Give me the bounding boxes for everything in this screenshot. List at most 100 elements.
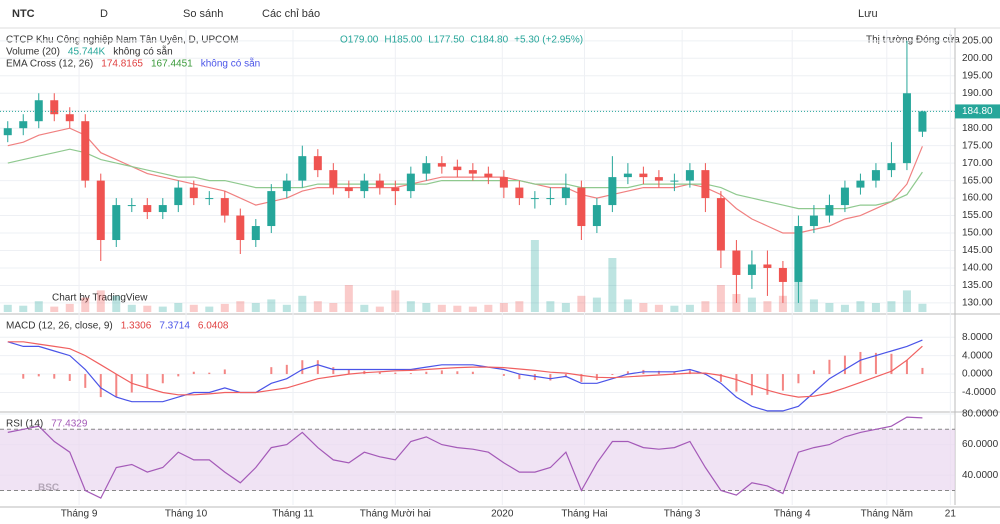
histogram-bar — [843, 355, 846, 375]
legend-text: 6.0408 — [198, 321, 229, 332]
volume-bar — [623, 299, 632, 312]
histogram-bar — [146, 374, 149, 388]
histogram-bar — [688, 370, 691, 375]
candle-body — [127, 205, 136, 207]
volume-bar — [422, 303, 431, 312]
volume-bar — [515, 301, 524, 312]
candle-body — [778, 267, 787, 282]
histogram-bar — [22, 374, 25, 379]
volume-bar — [112, 295, 121, 312]
volume-bar — [453, 305, 462, 312]
volume-bar — [670, 305, 679, 312]
volume-bar — [437, 304, 446, 312]
volume-bar — [360, 304, 369, 312]
legend-value: 77.4329 — [51, 419, 88, 430]
histogram-bar — [859, 351, 862, 375]
symbol[interactable]: NTC — [12, 8, 35, 20]
volume-bar — [329, 303, 338, 312]
y-tick-label: 155.00 — [962, 210, 993, 221]
compare-button[interactable]: So sánh — [183, 8, 223, 20]
volume-bar — [654, 304, 663, 312]
histogram-bar — [564, 374, 567, 378]
candle-body — [251, 226, 260, 241]
volume-bar — [918, 303, 927, 312]
y-tick-label: 150.00 — [962, 228, 993, 239]
volume-bar — [298, 295, 307, 312]
histogram-bar — [440, 370, 443, 375]
volume-bar — [391, 290, 400, 312]
histogram-bar — [673, 371, 676, 375]
last-price-tag — [955, 104, 1000, 119]
candle-body — [3, 128, 12, 136]
volume-bar — [96, 290, 105, 312]
candle-body — [608, 177, 617, 206]
candle-body — [65, 114, 74, 122]
y-tick-label: 180.00 — [962, 123, 993, 134]
x-tick-label: Tháng Hai — [561, 509, 607, 520]
candle-body — [639, 173, 648, 178]
histogram-bar — [270, 367, 273, 375]
volume-bar — [81, 297, 90, 312]
y-tick-label: 4.0000 — [962, 350, 993, 361]
x-tick-label: Tháng 9 — [61, 509, 98, 520]
candle-body — [34, 100, 43, 122]
candle-body — [422, 163, 431, 174]
volume-bar — [251, 303, 260, 312]
candle-body — [143, 205, 152, 213]
interval[interactable]: D — [100, 8, 108, 20]
candle-body — [391, 187, 400, 192]
histogram-bar — [518, 374, 521, 380]
candle-body — [453, 166, 462, 171]
indicator-line — [7, 339, 923, 412]
histogram-bar — [53, 374, 56, 379]
histogram-bar — [394, 372, 397, 375]
legend-text: 167.4451 — [151, 59, 193, 70]
volume-bar — [747, 297, 756, 312]
candle-body — [856, 180, 865, 188]
histogram-bar — [781, 374, 784, 391]
y-tick-label: 8.0000 — [962, 332, 993, 343]
legend-text: RSI (14) — [6, 419, 43, 430]
indicator-line — [7, 127, 923, 234]
candle-body — [236, 215, 245, 241]
volume-bar — [50, 306, 59, 312]
histogram-bar — [766, 374, 769, 395]
candle-body — [716, 198, 725, 251]
save-button[interactable]: Lưu — [858, 8, 878, 20]
y-tick-label: 135.00 — [962, 280, 993, 291]
candle-body — [670, 180, 679, 182]
candle-body — [840, 187, 849, 206]
y-tick-label: 190.00 — [962, 88, 993, 99]
volume-bar — [267, 299, 276, 312]
volume-bar — [732, 294, 741, 312]
histogram-bar — [68, 374, 71, 381]
histogram-bar — [161, 374, 164, 384]
histogram-bar — [115, 374, 118, 398]
indicators-button[interactable]: Các chỉ báo — [262, 8, 320, 20]
x-tick-label: Tháng 10 — [165, 509, 208, 520]
volume-bar — [701, 301, 710, 312]
ohlc-value: H185.00 — [384, 35, 422, 46]
volume-bar — [499, 303, 508, 312]
candle-body — [825, 205, 834, 216]
ohlc-value: +5.30 (+2.95%) — [514, 35, 583, 46]
volume-bar — [189, 304, 198, 312]
y-tick-label: 130.00 — [962, 298, 993, 309]
histogram-bar — [409, 373, 412, 375]
histogram-bar — [84, 374, 87, 388]
candle-body — [530, 198, 539, 200]
candle-body — [360, 180, 369, 192]
ohlc-value: L177.50 — [428, 35, 465, 46]
candle-body — [437, 163, 446, 167]
candle-body — [685, 170, 694, 181]
y-tick-label: 140.00 — [962, 263, 993, 274]
volume-bar — [685, 304, 694, 312]
volume-bar — [809, 299, 818, 312]
histogram-bar — [626, 371, 629, 375]
candle-body — [499, 177, 508, 188]
indicator-line — [7, 341, 923, 398]
candle-body — [887, 163, 896, 171]
volume-bar — [468, 306, 477, 312]
histogram-bar — [347, 369, 350, 375]
y-tick-label: 60.0000 — [962, 439, 999, 450]
